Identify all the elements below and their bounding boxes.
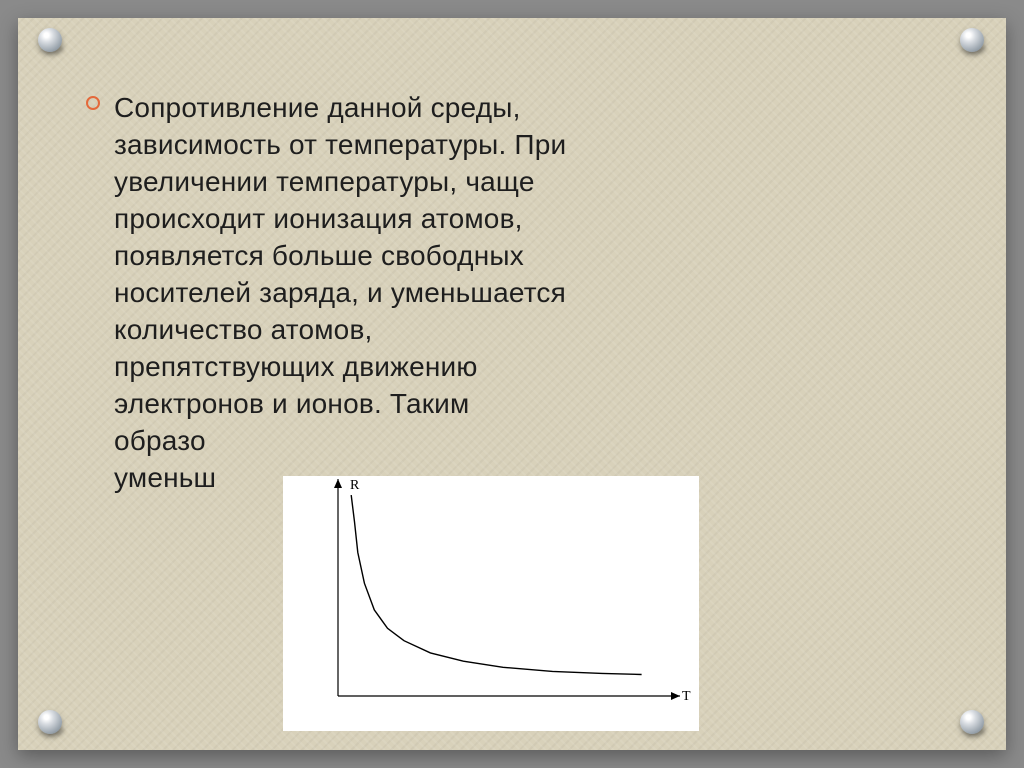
x-axis-label: T xyxy=(682,689,691,704)
y-axis-label: R xyxy=(350,478,360,493)
pushpin-top-left xyxy=(32,24,70,62)
body-text-block: Сопротивление данной среды,зависимость о… xyxy=(114,90,916,496)
body-text: Сопротивление данной среды,зависимость о… xyxy=(114,90,916,496)
bullet-icon xyxy=(86,96,100,110)
pushpin-top-right xyxy=(954,24,992,62)
slide: Сопротивление данной среды,зависимость о… xyxy=(18,18,1006,750)
resistance-vs-temperature-chart: RT xyxy=(283,476,699,731)
pushpin-bottom-left xyxy=(32,706,70,744)
pushpin-bottom-right xyxy=(954,706,992,744)
